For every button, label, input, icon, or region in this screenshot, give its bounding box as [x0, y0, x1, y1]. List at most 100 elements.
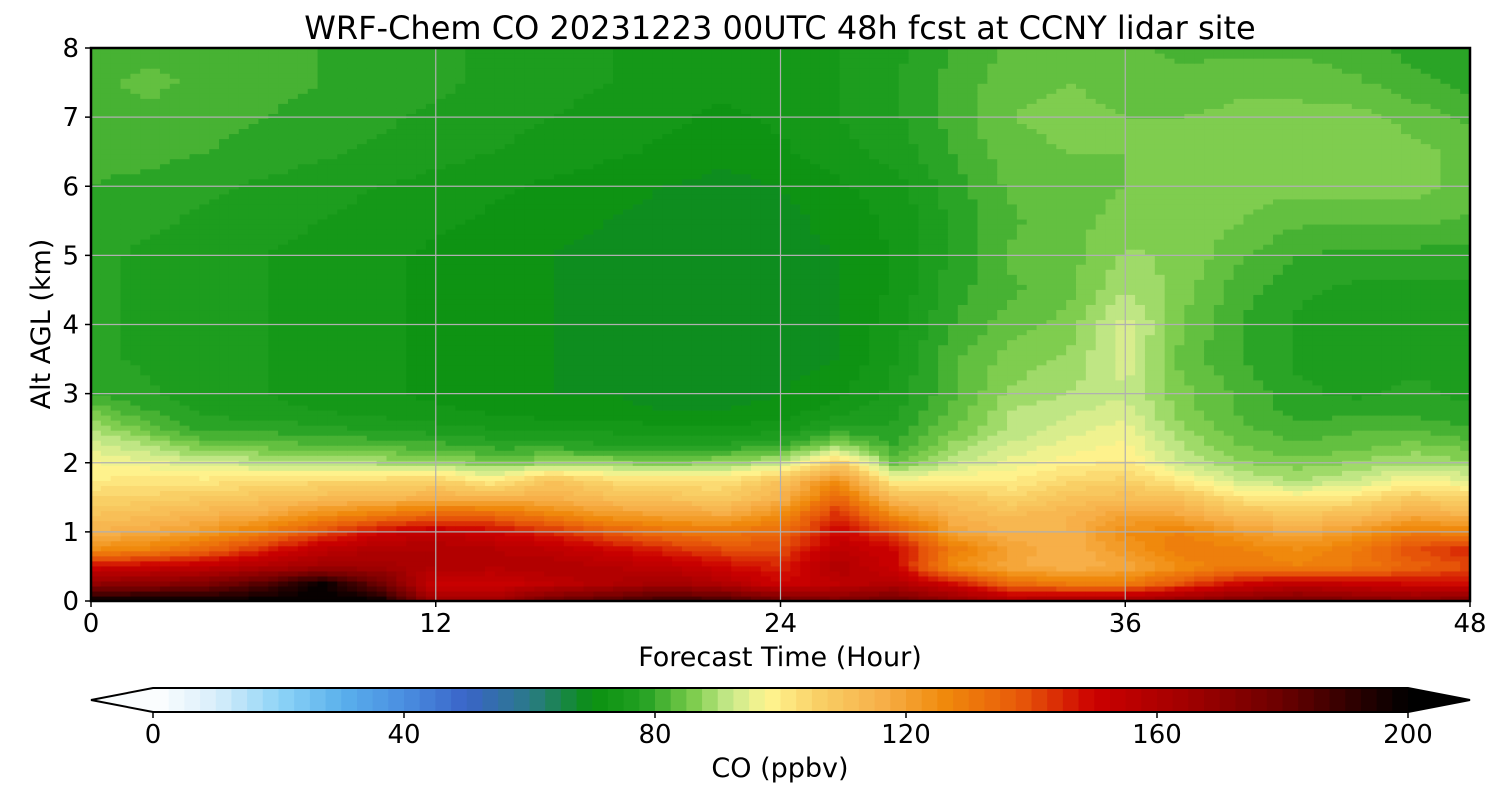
heatmap-cell: [1430, 505, 1442, 512]
heatmap-cell: [1076, 425, 1087, 431]
heatmap-cell: [1450, 515, 1461, 522]
heatmap-cell: [829, 575, 841, 582]
heatmap-cell: [1076, 500, 1087, 507]
heatmap-cell: [1282, 595, 1294, 601]
heatmap-cell: [1282, 525, 1294, 532]
heatmap-cell: [120, 530, 131, 537]
heatmap-cell: [662, 480, 673, 486]
heatmap-cell: [1381, 440, 1392, 446]
heatmap-cell: [337, 435, 348, 441]
heatmap-cell: [1302, 585, 1313, 592]
heatmap-cell: [91, 465, 102, 471]
heatmap-cell: [918, 555, 929, 562]
heatmap-cell: [425, 495, 437, 502]
heatmap-cell: [1332, 535, 1343, 542]
heatmap-cell: [593, 545, 604, 552]
heatmap-cell: [1263, 555, 1274, 562]
heatmap-cell: [1292, 550, 1304, 557]
heatmap-cell: [849, 545, 860, 552]
heatmap-cell: [1420, 440, 1432, 446]
heatmap-cell: [967, 430, 979, 436]
heatmap-cell: [396, 580, 407, 587]
heatmap-cell: [760, 440, 772, 446]
heatmap-cell: [189, 585, 200, 592]
heatmap-cell: [918, 560, 929, 567]
heatmap-cell: [307, 540, 319, 547]
heatmap-cell: [435, 530, 447, 537]
heatmap-cell: [475, 540, 486, 547]
heatmap-cell: [386, 465, 397, 471]
heatmap-cell: [524, 555, 535, 562]
heatmap-cell: [1095, 575, 1107, 582]
heatmap-cell: [652, 500, 663, 507]
heatmap-cell: [524, 575, 535, 582]
heatmap-cell: [938, 435, 949, 441]
heatmap-cell: [455, 440, 466, 446]
heatmap-cell: [888, 510, 900, 517]
heatmap-cell: [938, 540, 949, 547]
heatmap-cell: [721, 590, 732, 597]
heatmap-cell: [1046, 530, 1057, 537]
heatmap-cell: [209, 585, 220, 592]
heatmap-cell: [879, 560, 890, 567]
heatmap-cell: [1302, 555, 1313, 562]
heatmap-cell: [110, 530, 122, 537]
heatmap-cell: [169, 535, 181, 542]
heatmap-cell: [908, 575, 919, 582]
heatmap-cell: [1282, 500, 1294, 507]
heatmap-cell: [563, 545, 575, 552]
heatmap-cell: [189, 455, 200, 461]
heatmap-cell: [750, 580, 762, 587]
heatmap-cell: [691, 485, 703, 491]
heatmap-cell: [189, 540, 200, 547]
heatmap-cell: [859, 510, 870, 517]
heatmap-cell: [603, 530, 614, 537]
heatmap-cell: [445, 440, 457, 446]
heatmap-cell: [455, 495, 466, 502]
heatmap-cell: [682, 545, 693, 552]
heatmap-cell: [317, 455, 328, 461]
heatmap-cell: [307, 545, 319, 552]
heatmap-cell: [465, 535, 476, 542]
heatmap-cell: [1066, 480, 1077, 486]
heatmap-cell: [130, 595, 141, 601]
heatmap-cell: [1174, 540, 1185, 547]
heatmap-cell: [445, 470, 457, 476]
heatmap-cell: [504, 465, 516, 471]
heatmap-cell: [1391, 450, 1402, 456]
heatmap-cell: [750, 550, 762, 557]
heatmap-cell: [1194, 465, 1205, 471]
heatmap-cell: [366, 535, 378, 542]
heatmap-cell: [701, 520, 713, 527]
heatmap-cell: [524, 535, 535, 542]
heatmap-cell: [672, 535, 683, 542]
heatmap-cell: [238, 565, 250, 572]
heatmap-cell: [997, 500, 1008, 507]
heatmap-cell: [622, 490, 634, 497]
heatmap-cell: [524, 525, 535, 532]
heatmap-cell: [859, 425, 870, 431]
heatmap-cell: [1066, 470, 1077, 476]
heatmap-cell: [386, 480, 397, 486]
heatmap-cell: [701, 535, 713, 542]
heatmap-cell: [179, 440, 191, 446]
heatmap-cell: [839, 465, 851, 471]
heatmap-cell: [140, 440, 151, 446]
heatmap-cell: [1154, 555, 1166, 562]
heatmap-cell: [839, 455, 851, 461]
heatmap-cell: [288, 570, 299, 577]
heatmap-cell: [159, 510, 171, 517]
heatmap-cell: [741, 515, 752, 522]
heatmap-cell: [228, 505, 240, 512]
heatmap-cell: [268, 425, 279, 431]
heatmap-cell: [810, 595, 821, 601]
heatmap-cell: [1243, 560, 1254, 567]
heatmap-cell: [1007, 570, 1018, 577]
heatmap-cell: [1154, 470, 1166, 476]
heatmap-cell: [1420, 445, 1432, 451]
heatmap-cell: [957, 550, 969, 557]
heatmap-cell: [544, 430, 555, 436]
heatmap-cell: [770, 435, 782, 441]
heatmap-cell: [1312, 585, 1323, 592]
heatmap-cell: [1322, 480, 1333, 486]
